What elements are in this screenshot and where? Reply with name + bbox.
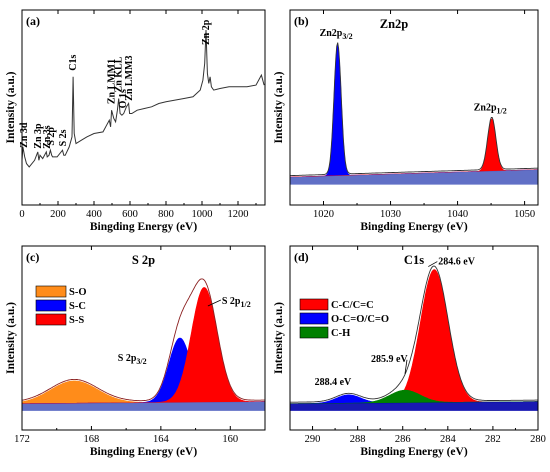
x-tick-label: 290 (305, 434, 321, 445)
x-tick-label: 200 (50, 209, 66, 220)
peak-annotation: Zn LMM1 (107, 59, 118, 104)
panel-b: Zn2p3/2 Zn2p1/2 Zn2p 1020 1030 1040 1050 Bingdi… (273, 9, 539, 233)
legend-label: O-C=O/C=O (331, 314, 389, 325)
peak-annotation: S 2p1/2 (222, 296, 251, 309)
panel-label: (b) (294, 14, 309, 28)
peak-annotation: O 1s (118, 89, 129, 108)
x-tick-label: 800 (158, 209, 174, 220)
x-axis-label: Bingding Energy (eV) (360, 221, 468, 233)
x-tick-label: 164 (153, 434, 170, 445)
x-tick-label: 1040 (447, 209, 468, 220)
peak-annotation: 285.9 eV (371, 354, 408, 365)
envelope-line (290, 42, 538, 177)
peak-annotation: 288.4 eV (315, 377, 352, 388)
envelope-line (22, 278, 265, 402)
x-tick-label: 282 (485, 434, 501, 445)
plot-area (290, 42, 538, 185)
annotation-pointer (207, 299, 222, 307)
panel-label: (c) (26, 250, 39, 264)
annotation-pointer (404, 359, 408, 374)
x-tick-label: 288 (350, 434, 366, 445)
panel-label: (d) (294, 250, 309, 264)
peak-annotation: S 2p (46, 127, 57, 146)
x-tick-label: 284 (440, 434, 457, 445)
peak-annotation: 284.6 eV (438, 257, 475, 268)
annotation-pointer (428, 261, 438, 267)
plot-area (22, 29, 265, 168)
axes-frame (21, 9, 266, 206)
y-axis-label: Intensity (a.u.) (5, 302, 17, 374)
x-axis-label: Bingding Energy (eV) (360, 446, 468, 458)
panel-c: S 2p1/2 S 2p3/2 S-O S-C S-S S 2p 172 168 164 160 B… (5, 245, 266, 458)
panel-d: 284.6 eV 285.9 eV 288.4 eV C-C/C=C O-C=O/C=O… (273, 245, 546, 458)
x-tick-label: 1050 (514, 209, 535, 220)
axes-frame (289, 245, 539, 431)
baseline-band (290, 401, 538, 411)
peak-annotation: Zn LMM3 (124, 56, 135, 101)
peak-annotation: Zn 3s (42, 125, 53, 149)
legend-swatch (35, 299, 67, 312)
x-tick-label: 1200 (228, 209, 249, 220)
peak-annotation: Zn KLL (114, 56, 125, 92)
legend-label: C-H (331, 328, 350, 339)
baseline-band (22, 401, 265, 411)
x-tick-label: 400 (86, 209, 102, 220)
y-axis-label: Intensity (a.u.) (273, 71, 285, 143)
legend-label: S-C (69, 301, 86, 312)
x-axis-label: Bingding Energy (eV) (90, 446, 198, 458)
envelope-line (290, 265, 538, 403)
legend-swatch (35, 313, 67, 326)
legend-swatch (299, 312, 329, 325)
baseline-band (290, 169, 538, 185)
panel-title: S 2p (132, 253, 155, 267)
panel-label: (a) (26, 14, 40, 28)
x-tick-label: 1030 (380, 209, 401, 220)
survey-line (22, 29, 265, 168)
legend-swatch (299, 298, 329, 311)
x-tick-label: 286 (395, 434, 411, 445)
peak-annotation: Zn2p1/2 (474, 103, 507, 116)
legend-swatch (299, 326, 329, 339)
peak-annotation: S 2s (58, 129, 69, 146)
x-tick-label: 280 (530, 434, 546, 445)
peak-annotation: Zn 2p (201, 19, 212, 45)
legend-label: S-S (69, 315, 84, 326)
x-tick-label: 168 (84, 434, 100, 445)
plot-area (290, 265, 538, 411)
panel-title: C1s (404, 253, 424, 267)
x-tick-label: 1020 (313, 209, 334, 220)
peak-annotation: Zn 3d (19, 122, 30, 148)
axes-frame (289, 9, 539, 206)
y-axis-label: Intensity (a.u.) (273, 302, 285, 374)
peak-annotation: C1s (68, 55, 79, 71)
x-tick-label: 600 (122, 209, 138, 220)
x-tick-label: 0 (19, 209, 24, 220)
x-tick-label: 160 (222, 434, 238, 445)
legend-label: C-C/C=C (331, 300, 374, 311)
x-axis-label: Bingding Energy (eV) (90, 221, 198, 233)
y-axis-label: Intensity (a.u.) (5, 71, 17, 143)
peak-annotation: Zn2p3/2 (320, 28, 353, 41)
peak-annotation: S 2p3/2 (118, 353, 147, 366)
component-peak-1 (290, 118, 538, 178)
panel-title: Zn2p (380, 17, 409, 31)
plot-area (22, 278, 265, 411)
x-tick-label: 1000 (192, 209, 213, 220)
legend-label: S-O (69, 287, 87, 298)
legend-swatch (35, 285, 67, 298)
axes-frame (21, 245, 266, 431)
x-tick-label: 172 (14, 434, 30, 445)
peak-annotation: Zn 3p (33, 123, 44, 149)
